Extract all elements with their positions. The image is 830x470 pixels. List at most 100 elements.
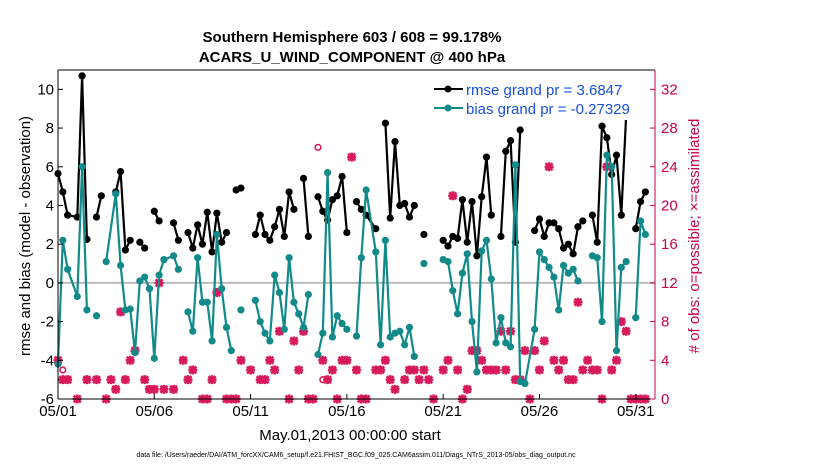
rmse-point xyxy=(203,208,211,216)
obs-assimilated-marker xyxy=(563,375,573,385)
bias-point xyxy=(64,265,72,273)
rmse-point xyxy=(468,198,476,206)
obs-assimilated-marker xyxy=(414,375,424,385)
obs-assimilated-marker xyxy=(323,375,333,385)
obs-assimilated-marker xyxy=(453,365,463,375)
rmse-point xyxy=(280,232,288,241)
rmse-point xyxy=(535,215,544,223)
obs-assimilated-marker xyxy=(385,375,395,385)
rmse-point xyxy=(454,234,462,242)
obs-assimilated-marker xyxy=(443,355,453,365)
obs-assimilated-marker xyxy=(260,375,270,385)
obs-assimilated-marker xyxy=(106,375,116,385)
obs-assimilated-marker xyxy=(534,365,544,375)
y-left-tick-label: 10 xyxy=(37,81,54,98)
rmse-point xyxy=(564,240,572,248)
obs-assimilated-marker xyxy=(255,375,265,385)
bias-point xyxy=(184,308,192,316)
obs-assimilated-marker xyxy=(544,162,554,172)
y-right-tick-label: 12 xyxy=(661,275,678,292)
obs-assimilated-marker xyxy=(58,375,68,385)
obs-assimilated-marker xyxy=(188,365,198,375)
rmse-point xyxy=(497,232,505,241)
bias-point xyxy=(473,368,481,376)
obs-assimilated-marker xyxy=(376,365,386,375)
bias-line xyxy=(186,234,233,351)
x-tick-label: 05/26 xyxy=(521,403,559,420)
obs-assimilated-marker xyxy=(539,336,549,346)
obs-assimilated-marker xyxy=(246,365,256,375)
obs-assimilated-marker xyxy=(409,365,419,375)
x-tick-label: 05/06 xyxy=(136,403,174,420)
y-right-tick-label: 4 xyxy=(661,352,669,369)
rmse-point xyxy=(473,252,481,260)
bias-point xyxy=(136,277,144,285)
bias-point xyxy=(271,271,279,279)
y-left-tick-label: 8 xyxy=(46,120,54,137)
bias-point xyxy=(203,298,211,306)
obs-assimilated-marker xyxy=(347,152,357,162)
bias-point xyxy=(73,292,81,301)
legend-rmse-marker xyxy=(444,85,452,93)
obs-possible-marker xyxy=(59,366,67,374)
bias-point xyxy=(420,259,428,268)
rmse-point xyxy=(126,236,134,244)
bias-point xyxy=(521,379,529,388)
rmse-point xyxy=(439,236,447,244)
rmse-point xyxy=(641,188,649,196)
rmse-line xyxy=(56,75,88,240)
legend-bias-label: bias grand pr = -0.27329 xyxy=(466,101,630,118)
bias-point xyxy=(372,248,380,256)
bias-point xyxy=(59,236,67,244)
bias-point xyxy=(617,263,625,271)
rmse-point xyxy=(271,223,279,231)
obs-assimilated-marker xyxy=(327,365,337,375)
bias-point xyxy=(314,350,322,359)
obs-assimilated-marker xyxy=(265,355,275,365)
rmse-point xyxy=(59,188,67,196)
bias-point xyxy=(145,285,154,293)
obs-assimilated-marker xyxy=(183,375,193,385)
bias-point xyxy=(208,337,216,345)
bias-point xyxy=(319,329,327,337)
rmse-point xyxy=(256,211,264,219)
obs-assimilated-marker xyxy=(380,355,390,365)
bias-point xyxy=(381,236,389,244)
bias-point xyxy=(102,257,110,266)
bias-point xyxy=(131,348,139,357)
rmse-line xyxy=(316,176,348,233)
y-left-tick-label: -4 xyxy=(41,352,54,369)
y-left-tick-label: 2 xyxy=(46,236,54,253)
rmse-point xyxy=(150,207,158,215)
y-left-tick-label: 4 xyxy=(46,197,54,214)
rmse-point xyxy=(559,244,568,252)
bias-point xyxy=(401,341,409,349)
bias-point xyxy=(304,290,312,299)
obs-assimilated-marker xyxy=(530,346,540,356)
bias-point xyxy=(126,305,134,313)
rmse-point xyxy=(237,184,245,192)
y-right-tick-label: 24 xyxy=(661,159,678,176)
bias-point xyxy=(169,252,178,260)
legend-rmse-label: rmse grand pr = 3.6847 xyxy=(466,82,622,99)
obs-assimilated-marker xyxy=(159,384,169,394)
obs-assimilated-marker xyxy=(178,355,188,365)
rmse-point xyxy=(458,196,467,204)
obs-assimilated-marker xyxy=(299,326,309,336)
obs-assimilated-marker xyxy=(491,365,501,375)
bias-point xyxy=(357,254,365,262)
rmse-point xyxy=(155,217,163,225)
rmse-point xyxy=(64,211,72,219)
bias-point xyxy=(598,317,606,326)
bias-line xyxy=(355,189,416,357)
bias-point xyxy=(218,285,226,293)
obs-assimilated-marker xyxy=(578,365,588,375)
obs-assimilated-marker xyxy=(207,375,217,385)
obs-assimilated-marker xyxy=(419,365,429,375)
bias-point xyxy=(290,298,298,306)
rmse-point xyxy=(92,213,101,221)
bias-point xyxy=(502,339,510,347)
rmse-point xyxy=(213,209,221,217)
rmse-point xyxy=(251,230,259,239)
y-right-tick-label: 8 xyxy=(661,314,669,331)
